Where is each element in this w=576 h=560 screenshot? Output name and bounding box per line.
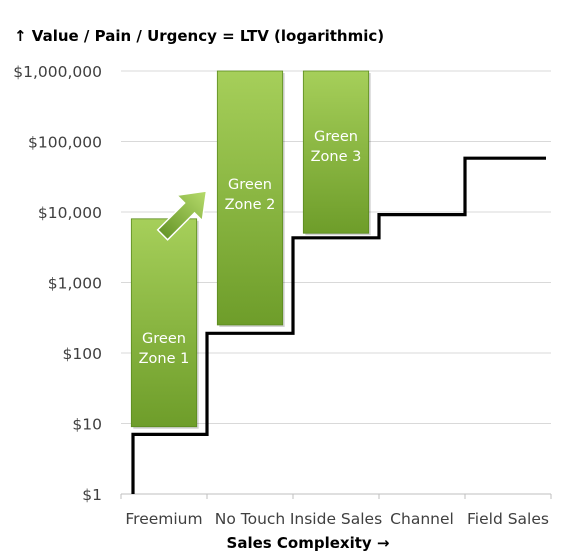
x-tick-label: Inside Sales	[290, 510, 382, 528]
zone-label: Zone 2	[225, 197, 276, 213]
y-tick-label: $100,000	[28, 134, 102, 152]
x-axis-label: Sales Complexity →	[0, 534, 576, 552]
zone-label: Green	[142, 331, 186, 347]
growth-arrow-shape	[156, 190, 208, 241]
y-axis-ticks: $1 $10 $100 $1,000 $10,000 $100,000 $1,000,000	[13, 63, 102, 504]
zone-label: Green	[314, 129, 358, 145]
chart-title: ↑ Value / Pain / Urgency = LTV (logarith…	[14, 27, 385, 45]
x-axis-ticks: Freemium No Touch Inside Sales Channel Field…	[125, 510, 549, 528]
zone-label: Zone 1	[139, 351, 190, 367]
green-zones: Green Zone 1 Green Zone 2 Green Zone 3	[130, 70, 371, 429]
ltv-step-path	[131, 156, 546, 494]
growth-arrow	[156, 190, 208, 241]
ltv-step-line	[131, 156, 546, 494]
zone-bar	[130, 218, 198, 428]
y-tick-label: $1,000,000	[13, 63, 102, 81]
y-tick-label: $100	[63, 345, 102, 363]
zone-bar	[302, 70, 370, 234]
x-tick-label: No Touch	[215, 510, 286, 528]
x-tick-label: Channel	[390, 510, 454, 528]
zone-label: Zone 3	[311, 149, 362, 165]
y-tick-label: $1,000	[48, 275, 102, 293]
x-tick-label: Field Sales	[467, 510, 549, 528]
y-tick-label: $10,000	[38, 204, 102, 222]
green-zone-1: Green Zone 1	[130, 218, 199, 429]
y-tick-label: $10	[72, 416, 102, 434]
green-zone-2: Green Zone 2	[216, 70, 285, 327]
zone-label: Green	[228, 177, 272, 193]
x-axis-label-text: Sales Complexity →	[226, 534, 390, 552]
zone-bar	[216, 70, 284, 326]
x-tick-label: Freemium	[125, 510, 202, 528]
y-tick-label: $1	[82, 486, 102, 504]
green-zone-3: Green Zone 3	[302, 70, 371, 236]
